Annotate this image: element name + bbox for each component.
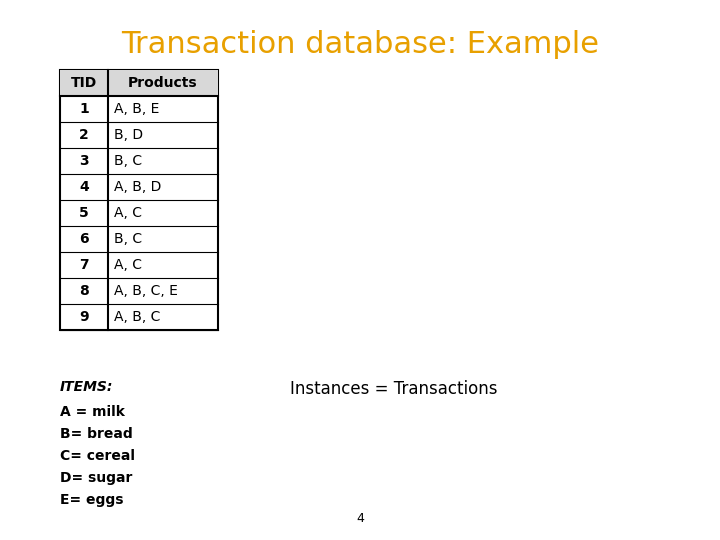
Text: 5: 5 <box>79 206 89 220</box>
Text: A = milk: A = milk <box>60 405 125 419</box>
Text: Products: Products <box>128 76 198 90</box>
Text: 9: 9 <box>79 310 89 324</box>
Text: D= sugar: D= sugar <box>60 471 132 485</box>
Text: 8: 8 <box>79 284 89 298</box>
Text: 2: 2 <box>79 128 89 142</box>
Text: E= eggs: E= eggs <box>60 493 124 507</box>
Bar <box>60 70 218 330</box>
Text: TID: TID <box>71 76 97 90</box>
Text: A, B, E: A, B, E <box>114 102 159 116</box>
Text: A, B, D: A, B, D <box>114 180 161 194</box>
Text: B, C: B, C <box>114 232 142 246</box>
Text: Instances = Transactions: Instances = Transactions <box>290 380 498 398</box>
Bar <box>60 70 218 96</box>
Text: 6: 6 <box>79 232 89 246</box>
Text: 3: 3 <box>79 154 89 168</box>
Text: A, C: A, C <box>114 258 142 272</box>
Text: B, D: B, D <box>114 128 143 142</box>
Text: 4: 4 <box>356 512 364 525</box>
Text: Transaction database: Example: Transaction database: Example <box>121 30 599 59</box>
Text: 7: 7 <box>79 258 89 272</box>
Text: A, B, C, E: A, B, C, E <box>114 284 178 298</box>
Text: A, B, C: A, B, C <box>114 310 161 324</box>
Text: B= bread: B= bread <box>60 427 132 441</box>
Text: ITEMS:: ITEMS: <box>60 380 113 394</box>
Text: C= cereal: C= cereal <box>60 449 135 463</box>
Text: A, C: A, C <box>114 206 142 220</box>
Text: 4: 4 <box>79 180 89 194</box>
Text: 1: 1 <box>79 102 89 116</box>
Text: B, C: B, C <box>114 154 142 168</box>
